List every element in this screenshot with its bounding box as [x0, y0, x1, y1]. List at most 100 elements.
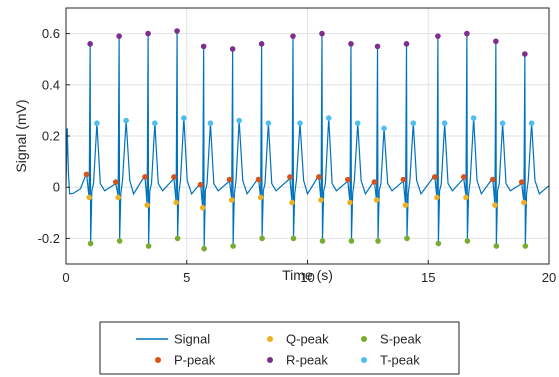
marker-r-peak-14 — [493, 38, 499, 45]
marker-p-peak-2 — [142, 174, 148, 180]
x-tick-label-1: 5 — [183, 270, 190, 285]
marker-r-peak-7 — [290, 33, 296, 39]
x-tick-label-0: 0 — [62, 270, 69, 285]
marker-q-peak-0 — [86, 194, 92, 201]
marker-r-peak-5 — [229, 46, 236, 52]
legend-label-p-peak: P-peak — [174, 353, 216, 368]
marker-p-peak-6 — [255, 176, 262, 183]
marker-t-peak-3 — [181, 115, 187, 121]
marker-p-peak-3 — [171, 174, 177, 180]
legend-label-q-peak: Q-peak — [286, 332, 329, 347]
marker-p-peak-7 — [287, 174, 293, 180]
marker-q-peak-12 — [434, 194, 440, 201]
tick-labels: 0 5 10 15 20 -0.2 0 0.2 0.4 0.6 — [38, 26, 557, 285]
marker-t-peak-8 — [325, 115, 332, 121]
x-axis-label: Time (s) — [282, 267, 333, 283]
marker-p-peak-13 — [460, 174, 467, 180]
marker-s-peak-13 — [464, 238, 471, 244]
marker-q-peak-2 — [144, 202, 150, 208]
marker-s-peak-9 — [348, 238, 355, 244]
marker-s-peak-0 — [87, 240, 94, 247]
legend-label-r-peak: R-peak — [286, 353, 328, 368]
marker-p-peak-12 — [431, 174, 438, 180]
marker-s-peak-7 — [290, 235, 297, 242]
x-tick-label-2: 10 — [300, 270, 314, 285]
marker-q-peak-6 — [257, 194, 264, 201]
marker-r-peak-4 — [200, 43, 207, 50]
marker-t-peak-13 — [470, 115, 477, 121]
marker-p-peak-5 — [226, 176, 233, 183]
peak-markers — [83, 28, 535, 252]
marker-q-peak-14 — [492, 202, 498, 208]
legend-box — [99, 321, 460, 375]
marker-r-peak-1 — [116, 33, 122, 39]
marker-p-peak-9 — [345, 176, 351, 183]
axes — [65, 7, 550, 265]
marker-q-peak-7 — [289, 199, 295, 206]
marker-t-peak-2 — [152, 120, 158, 126]
marker-r-peak-11 — [403, 41, 410, 47]
legend-swatch-q-peak — [267, 336, 273, 342]
marker-r-peak-15 — [522, 51, 528, 57]
marker-q-peak-9 — [347, 199, 353, 206]
legend-label-t-peak: T-peak — [380, 353, 420, 368]
marker-p-peak-14 — [489, 176, 496, 183]
marker-q-peak-1 — [115, 194, 121, 201]
legend-swatch-p-peak — [155, 357, 161, 363]
marker-q-peak-15 — [521, 199, 527, 206]
marker-r-peak-0 — [87, 41, 93, 47]
marker-s-peak-2 — [145, 243, 152, 249]
marker-p-peak-4 — [197, 181, 204, 188]
marker-r-peak-13 — [464, 30, 470, 37]
marker-t-peak-0 — [94, 120, 100, 126]
marker-p-peak-11 — [400, 176, 407, 183]
legend-swatch-s-peak — [361, 336, 367, 342]
marker-r-peak-8 — [319, 30, 325, 37]
y-tick-label-1: 0 — [53, 180, 60, 195]
marker-s-peak-1 — [116, 238, 123, 244]
marker-t-peak-7 — [297, 120, 303, 126]
marker-p-peak-1 — [112, 179, 119, 185]
marker-q-peak-8 — [318, 197, 324, 203]
marker-r-peak-10 — [374, 43, 381, 50]
legend-swatch-t-peak — [361, 357, 367, 363]
marker-s-peak-10 — [375, 238, 381, 244]
marker-s-peak-5 — [230, 243, 236, 249]
marker-t-peak-10 — [381, 125, 387, 132]
y-tick-label-0: -0.2 — [38, 231, 60, 246]
legend-swatch-r-peak — [267, 357, 273, 363]
y-tick-label-2: 0.2 — [42, 129, 60, 144]
marker-r-peak-2 — [145, 30, 151, 37]
marker-t-peak-1 — [123, 117, 129, 124]
x-tick-label-4: 20 — [542, 270, 556, 285]
marker-s-peak-12 — [435, 240, 442, 247]
marker-t-peak-11 — [410, 120, 417, 126]
marker-r-peak-9 — [348, 41, 354, 47]
marker-s-peak-3 — [174, 235, 181, 242]
marker-q-peak-13 — [463, 194, 469, 201]
marker-q-peak-5 — [228, 197, 235, 203]
y-tick-label-3: 0.4 — [42, 77, 60, 92]
marker-t-peak-4 — [207, 120, 214, 126]
y-tick-label-4: 0.6 — [42, 26, 60, 41]
marker-t-peak-5 — [236, 117, 242, 124]
marker-r-peak-6 — [258, 41, 265, 47]
marker-s-peak-15 — [522, 243, 529, 249]
marker-s-peak-4 — [201, 245, 207, 252]
marker-q-peak-11 — [402, 202, 409, 208]
marker-s-peak-8 — [319, 238, 326, 244]
marker-p-peak-8 — [316, 174, 322, 180]
marker-t-peak-12 — [441, 120, 448, 126]
marker-t-peak-15 — [528, 120, 535, 126]
marker-t-peak-14 — [499, 120, 506, 126]
legend-label-s-peak: S-peak — [380, 332, 422, 347]
marker-p-peak-0 — [83, 171, 90, 178]
marker-s-peak-11 — [404, 235, 410, 242]
marker-q-peak-3 — [173, 199, 179, 206]
marker-r-peak-3 — [174, 28, 180, 34]
marker-p-peak-10 — [371, 179, 378, 185]
marker-s-peak-14 — [493, 243, 500, 249]
legend-label-signal: Signal — [174, 332, 210, 347]
marker-r-peak-12 — [435, 33, 441, 39]
